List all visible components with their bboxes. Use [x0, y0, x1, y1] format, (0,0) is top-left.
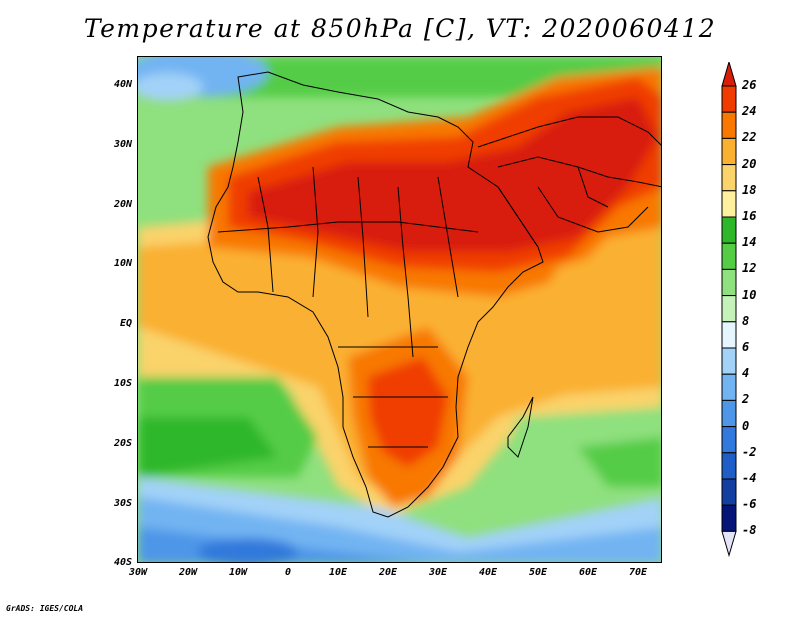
colorbar-tick-label: 8 — [742, 313, 750, 328]
colorbar-tick-label: 6 — [742, 340, 750, 354]
colorbar-box — [721, 373, 737, 401]
colorbar-tick-label: 0 — [742, 418, 750, 433]
coastlines — [207, 71, 661, 518]
colorbar-tick-label: 12 — [742, 261, 757, 276]
colorbar-tick-label: -8 — [742, 523, 757, 538]
colorbar-tick-label: 20 — [742, 156, 757, 171]
colorbar-tick-label: 22 — [742, 130, 757, 145]
colorbar-box — [721, 242, 737, 270]
colorbar-box — [721, 85, 737, 113]
colorbar-box — [721, 216, 737, 244]
colorbar-box — [721, 268, 737, 297]
lon-label-20w: 20W — [178, 567, 198, 578]
colorbar-tick-label: -2 — [742, 444, 757, 459]
lat-label-20s: 20S — [113, 438, 132, 449]
colorbar-tick-label: 4 — [742, 366, 750, 381]
lat-label-10s: 10S — [113, 378, 132, 389]
colorbar-bottom-arrow — [721, 530, 737, 558]
colorbar-box — [721, 452, 737, 480]
lat-label-20n: 20N — [113, 199, 132, 210]
colorbar-box — [721, 478, 737, 506]
lon-label-20e: 20E — [378, 567, 398, 578]
lat-label-40s: 40S — [113, 557, 132, 568]
chart-title: Temperature at 850hPa [C], VT: 202006041… — [83, 14, 717, 43]
colorbar-tick-label: 18 — [742, 182, 757, 197]
colorbar-box — [721, 190, 737, 218]
lon-label-30w: 30W — [128, 567, 148, 578]
temperature-field — [138, 57, 661, 562]
lat-label-40n: 40N — [113, 79, 132, 90]
colorbar-tick-label: 16 — [742, 209, 757, 223]
colorbar-tick-label: -4 — [742, 471, 757, 485]
lon-label-10w: 10W — [228, 567, 248, 578]
lon-label-50e: 50E — [528, 567, 548, 578]
colorbar-box — [721, 295, 737, 323]
colorbar-top-arrow — [721, 62, 737, 87]
colorbar-tick-label: 2 — [742, 392, 750, 407]
lon-label-70e: 70E — [628, 567, 648, 578]
lat-label-eq: EQ — [119, 318, 132, 329]
colorbar-box — [721, 321, 737, 349]
colorbar-tick-label: 24 — [742, 104, 757, 119]
colorbar-tick-label: 14 — [742, 235, 757, 250]
colorbar-tick-label: 26 — [742, 78, 757, 92]
lon-label-0: 0 — [284, 567, 292, 578]
colorbar-box — [721, 399, 737, 428]
colorbar-box — [721, 111, 737, 139]
colorbar-box — [721, 164, 737, 192]
lat-label-30s: 30S — [113, 498, 132, 509]
colorbar-tick-label: 10 — [742, 287, 757, 302]
lon-label-10e: 10E — [328, 567, 348, 578]
colorbar — [721, 62, 737, 558]
map-plot-area — [137, 56, 662, 563]
colorbar-box — [721, 504, 737, 532]
credit-text: GrADS: IGES/COLA — [6, 604, 84, 613]
colorbar-tick-label: -6 — [742, 497, 757, 512]
lon-label-40e: 40E — [478, 567, 498, 578]
colorbar-box — [721, 347, 737, 375]
lat-label-30n: 30N — [113, 139, 132, 150]
lon-label-60e: 60E — [578, 567, 598, 578]
lat-label-10n: 10N — [113, 258, 132, 269]
colorbar-box — [721, 426, 737, 454]
colorbar-box — [721, 137, 737, 166]
lon-label-30e: 30E — [428, 567, 448, 578]
